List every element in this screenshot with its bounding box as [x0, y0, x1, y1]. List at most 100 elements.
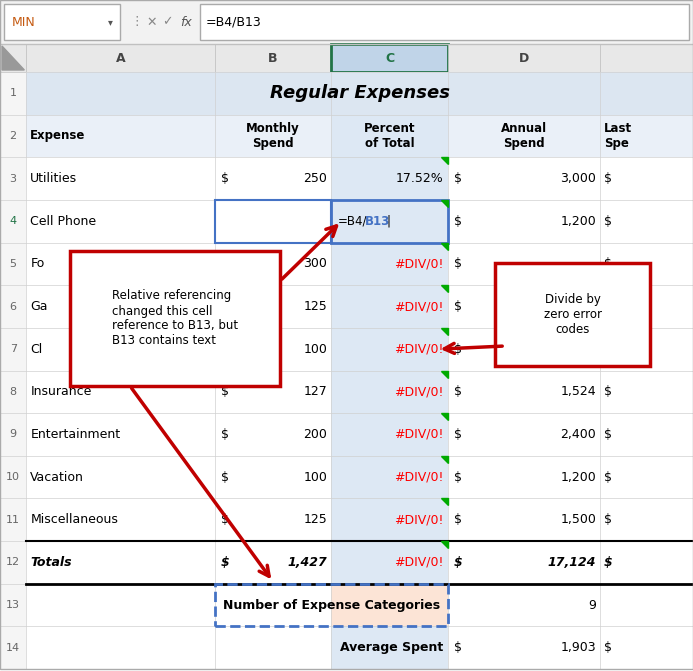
Text: #DIV/0!: #DIV/0! [394, 428, 444, 441]
Bar [215, 584, 448, 626]
Text: $: $ [221, 428, 229, 441]
Bar [0, 584, 26, 626]
Text: B: B [268, 52, 278, 64]
Bar [331, 413, 448, 456]
Bar [448, 44, 600, 72]
Text: Average Spent: Average Spent [340, 641, 444, 654]
Bar [0, 456, 26, 499]
Bar [0, 328, 26, 370]
Bar [0, 370, 693, 413]
Bar [331, 157, 448, 200]
Text: ✓: ✓ [162, 15, 173, 28]
Text: $: $ [221, 258, 229, 270]
Text: 7: 7 [10, 344, 17, 354]
Bar [331, 44, 448, 72]
Polygon shape [441, 413, 448, 420]
Text: 13: 13 [6, 600, 20, 610]
Bar [0, 200, 693, 243]
Text: $: $ [604, 343, 612, 356]
Text: 100: 100 [304, 343, 327, 356]
Bar [0, 456, 693, 499]
Text: 10: 10 [6, 472, 20, 482]
Text: 12: 12 [6, 558, 20, 568]
Text: 1: 1 [10, 89, 17, 99]
Polygon shape [441, 499, 448, 505]
Text: ✕: ✕ [146, 15, 157, 28]
Text: Regular Expenses: Regular Expenses [270, 85, 450, 102]
Bar [331, 243, 448, 285]
Text: $: $ [454, 300, 462, 313]
Text: 17,124: 17,124 [547, 556, 596, 569]
Text: $: $ [604, 556, 613, 569]
Bar [215, 115, 331, 157]
Text: 1,427: 1,427 [288, 556, 327, 569]
Text: $: $ [454, 258, 462, 270]
Text: 14: 14 [6, 643, 20, 653]
Text: Last
Spe: Last Spe [604, 122, 632, 150]
Bar [0, 72, 26, 115]
Text: $: $ [221, 385, 229, 399]
Text: 125: 125 [304, 300, 327, 313]
Text: #DIV/0!: #DIV/0! [394, 343, 444, 356]
Text: 1,903: 1,903 [561, 641, 596, 654]
Bar [331, 285, 448, 328]
Bar [70, 251, 280, 386]
Text: 1,200: 1,200 [561, 215, 596, 227]
Polygon shape [441, 328, 448, 335]
Text: 300: 300 [304, 258, 327, 270]
Text: $: $ [604, 513, 612, 526]
Text: ▾: ▾ [107, 17, 112, 27]
Bar [331, 456, 448, 499]
Text: 3: 3 [10, 174, 17, 184]
Bar [4, 4, 120, 40]
Text: Divide by
zero error
codes: Divide by zero error codes [543, 293, 602, 336]
Text: B13: B13 [365, 215, 390, 227]
Bar [0, 157, 693, 200]
Bar [200, 4, 689, 40]
Text: 5: 5 [10, 259, 17, 269]
Polygon shape [441, 285, 448, 292]
Bar [331, 328, 448, 370]
Text: 6: 6 [10, 301, 17, 311]
Text: $: $ [454, 470, 462, 484]
Text: Utilities: Utilities [30, 172, 78, 185]
Bar [331, 584, 448, 626]
Text: 250: 250 [304, 172, 327, 185]
Text: A: A [116, 52, 125, 64]
Text: $: $ [454, 385, 462, 399]
Text: $: $ [454, 513, 462, 526]
Polygon shape [441, 541, 448, 548]
Bar [215, 44, 331, 72]
Bar [0, 499, 693, 541]
Bar [331, 499, 448, 541]
Polygon shape [441, 370, 448, 378]
Bar [331, 115, 448, 157]
Text: 127: 127 [304, 385, 327, 399]
Text: 8: 8 [10, 386, 17, 397]
Text: #DIV/0!: #DIV/0! [394, 258, 444, 270]
Text: $: $ [454, 641, 462, 654]
Text: =B4/: =B4/ [337, 215, 367, 227]
Bar [26, 44, 215, 72]
Text: Insurance: Insurance [30, 385, 91, 399]
Text: $: $ [454, 343, 462, 356]
Text: ⋮: ⋮ [130, 15, 143, 28]
Bar [0, 584, 693, 626]
Text: Annual
Spend: Annual Spend [501, 122, 547, 150]
Text: 11: 11 [6, 515, 20, 525]
Text: $: $ [604, 428, 612, 441]
Bar [448, 115, 600, 157]
Bar [331, 626, 448, 669]
Polygon shape [441, 243, 448, 250]
Text: 2,400: 2,400 [561, 428, 596, 441]
Bar [600, 44, 693, 72]
Polygon shape [441, 456, 448, 463]
Text: Miscellaneous: Miscellaneous [30, 513, 119, 526]
Text: $: $ [604, 258, 612, 270]
Bar [0, 541, 693, 584]
Text: 17.52%: 17.52% [396, 172, 444, 185]
Text: 2: 2 [10, 131, 17, 141]
Text: Vacation: Vacation [30, 470, 85, 484]
Text: $: $ [604, 641, 612, 654]
Text: fx: fx [180, 15, 192, 28]
